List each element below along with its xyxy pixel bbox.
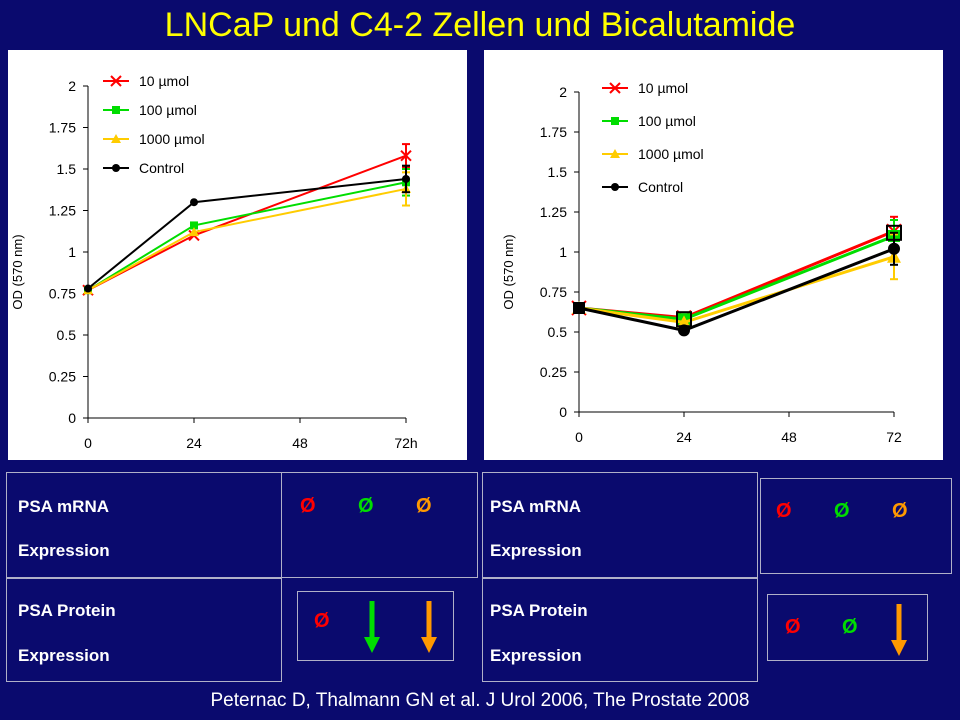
y-tick-label: 2 [559, 84, 567, 100]
left-protein-arrow-green [364, 601, 380, 653]
x-tick-label: 48 [292, 435, 308, 451]
legend-marker-0 [110, 75, 122, 87]
legend-marker-0-b [609, 82, 621, 94]
right-protein-label-line2: Expression [490, 646, 582, 665]
left-protein-label-line2: Expression [18, 646, 110, 665]
chart-panel-left: 0 0.25 0.5 0.75 1 1.25 1.5 1.75 2 0 24 48 72h OD (570… [8, 50, 467, 460]
x-tick-label: 24 [186, 435, 202, 451]
x-tick-label: 72h [394, 435, 417, 451]
y-tick-label: 1.75 [540, 124, 567, 140]
right-mrna-value-cell [760, 478, 952, 574]
y-tick-label: 0.25 [49, 369, 76, 385]
series-line-2 [87, 187, 407, 292]
data-point-3-0 [573, 302, 585, 314]
legend-label-1: 100 µmol [139, 102, 197, 118]
data-point-3-1 [190, 198, 198, 207]
left-mrna-label-line2: Expression [18, 541, 110, 560]
data-point-3-2 [888, 242, 900, 255]
y-tick-label: 1 [559, 244, 567, 260]
right-protein-symbol-green: Ø [842, 616, 858, 638]
series-line-0 [87, 154, 407, 292]
legend-label-3: Control [638, 179, 683, 195]
legend-marker-3 [112, 164, 120, 172]
y-tick-label: 0.5 [57, 327, 77, 343]
right-mrna-label-line2: Expression [490, 541, 582, 560]
left-mrna-value-cell [281, 472, 478, 578]
data-point-2-1 [677, 315, 691, 329]
right-mrna-symbol-orange: Ø [892, 500, 908, 522]
x-tick-label: 24 [676, 429, 692, 445]
y-tick-label: 0.75 [540, 284, 567, 300]
left-protein-label-line1: PSA Protein [18, 601, 116, 620]
right-protein-value-cell [767, 594, 928, 661]
legend-marker-1 [112, 106, 120, 114]
y-axis-label: OD (570 nm) [10, 234, 25, 309]
open-square-marker [676, 311, 692, 328]
open-square-marker [573, 302, 585, 314]
legend-marker-3 [611, 183, 619, 191]
legend-marker-2 [610, 149, 620, 158]
right-mrna-symbol-red: Ø [776, 500, 792, 522]
legend-marker-0-b [110, 75, 122, 87]
right-mrna-symbol-green: Ø [834, 500, 850, 522]
y-axis-label: OD (570 nm) [501, 234, 516, 309]
x-tick-label: 48 [781, 429, 797, 445]
legend-label-0: 10 µmol [638, 80, 688, 96]
y-tick-label: 2 [68, 78, 76, 94]
open-square-marker [886, 224, 902, 241]
legend-label-1: 100 µmol [638, 113, 696, 129]
y-tick-label: 1 [68, 244, 76, 260]
left-protein-label-cell [6, 578, 282, 682]
left-mrna-label-line1: PSA mRNA [18, 497, 109, 516]
legend-label-0: 10 µmol [139, 73, 189, 89]
y-tick-label: 0.5 [548, 324, 568, 340]
slide-title: LNCaP und C4-2 Zellen und Bicalutamide [164, 6, 796, 44]
data-point-0-2 [400, 150, 412, 162]
legend-marker-1 [611, 117, 619, 125]
chart-right: 0 0.25 0.5 0.75 1 1.25 1.5 1.75 2 0 24 48 72 OD (570 … [501, 80, 902, 445]
legend-marker-0 [609, 82, 621, 94]
data-point-3-1 [678, 324, 690, 337]
x-tick-label: 0 [575, 429, 583, 445]
left-protein-symbol-red: Ø [314, 610, 330, 632]
y-tick-label: 0 [559, 404, 567, 420]
legend-marker-2 [111, 134, 121, 143]
left-mrna-symbol-orange: Ø [416, 495, 432, 517]
citation: Peternac D, Thalmann GN et al. J Urol 20… [210, 690, 750, 711]
right-protein-symbol-red: Ø [785, 616, 801, 638]
chart-left: 0 0.25 0.5 0.75 1 1.25 1.5 1.75 2 0 24 48 72h OD (570… [10, 73, 418, 451]
left-protein-value-cell [297, 591, 454, 661]
left-mrna-label-cell [6, 472, 282, 578]
x-tick-label: 72 [886, 429, 902, 445]
legend-label-2: 1000 µmol [139, 131, 205, 147]
right-protein-arrow-orange [891, 604, 907, 656]
legend-label-2: 1000 µmol [638, 146, 704, 162]
left-mrna-symbol-green: Ø [358, 495, 374, 517]
data-point-3-0 [84, 284, 92, 293]
legend-label-3: Control [139, 160, 184, 176]
y-tick-label: 0.25 [540, 364, 567, 380]
right-mrna-label-cell [482, 472, 758, 578]
left-protein-arrow-orange [421, 601, 437, 653]
right-protein-label-cell [482, 578, 758, 682]
data-point-3-2 [402, 174, 410, 183]
right-protein-label-line1: PSA Protein [490, 601, 588, 620]
y-tick-label: 1.75 [49, 120, 76, 136]
y-tick-label: 0 [68, 410, 76, 426]
left-mrna-symbol-red: Ø [300, 495, 316, 517]
y-tick-label: 1.25 [49, 203, 76, 219]
data-point-0-2-b [400, 150, 412, 162]
data-point-1-1 [190, 221, 198, 230]
y-tick-label: 0.75 [49, 286, 76, 302]
y-tick-label: 1.5 [548, 164, 568, 180]
data-point-2-1 [189, 227, 199, 237]
chart-panel-right: 0 0.25 0.5 0.75 1 1.25 1.5 1.75 2 0 24 48 72 OD (570 … [484, 50, 943, 460]
series-line-3 [87, 177, 407, 290]
y-tick-label: 1.25 [540, 204, 567, 220]
y-tick-label: 1.5 [57, 161, 77, 177]
series-line-3 [578, 247, 895, 332]
right-mrna-label-line1: PSA mRNA [490, 497, 581, 516]
x-tick-label: 0 [84, 435, 92, 451]
